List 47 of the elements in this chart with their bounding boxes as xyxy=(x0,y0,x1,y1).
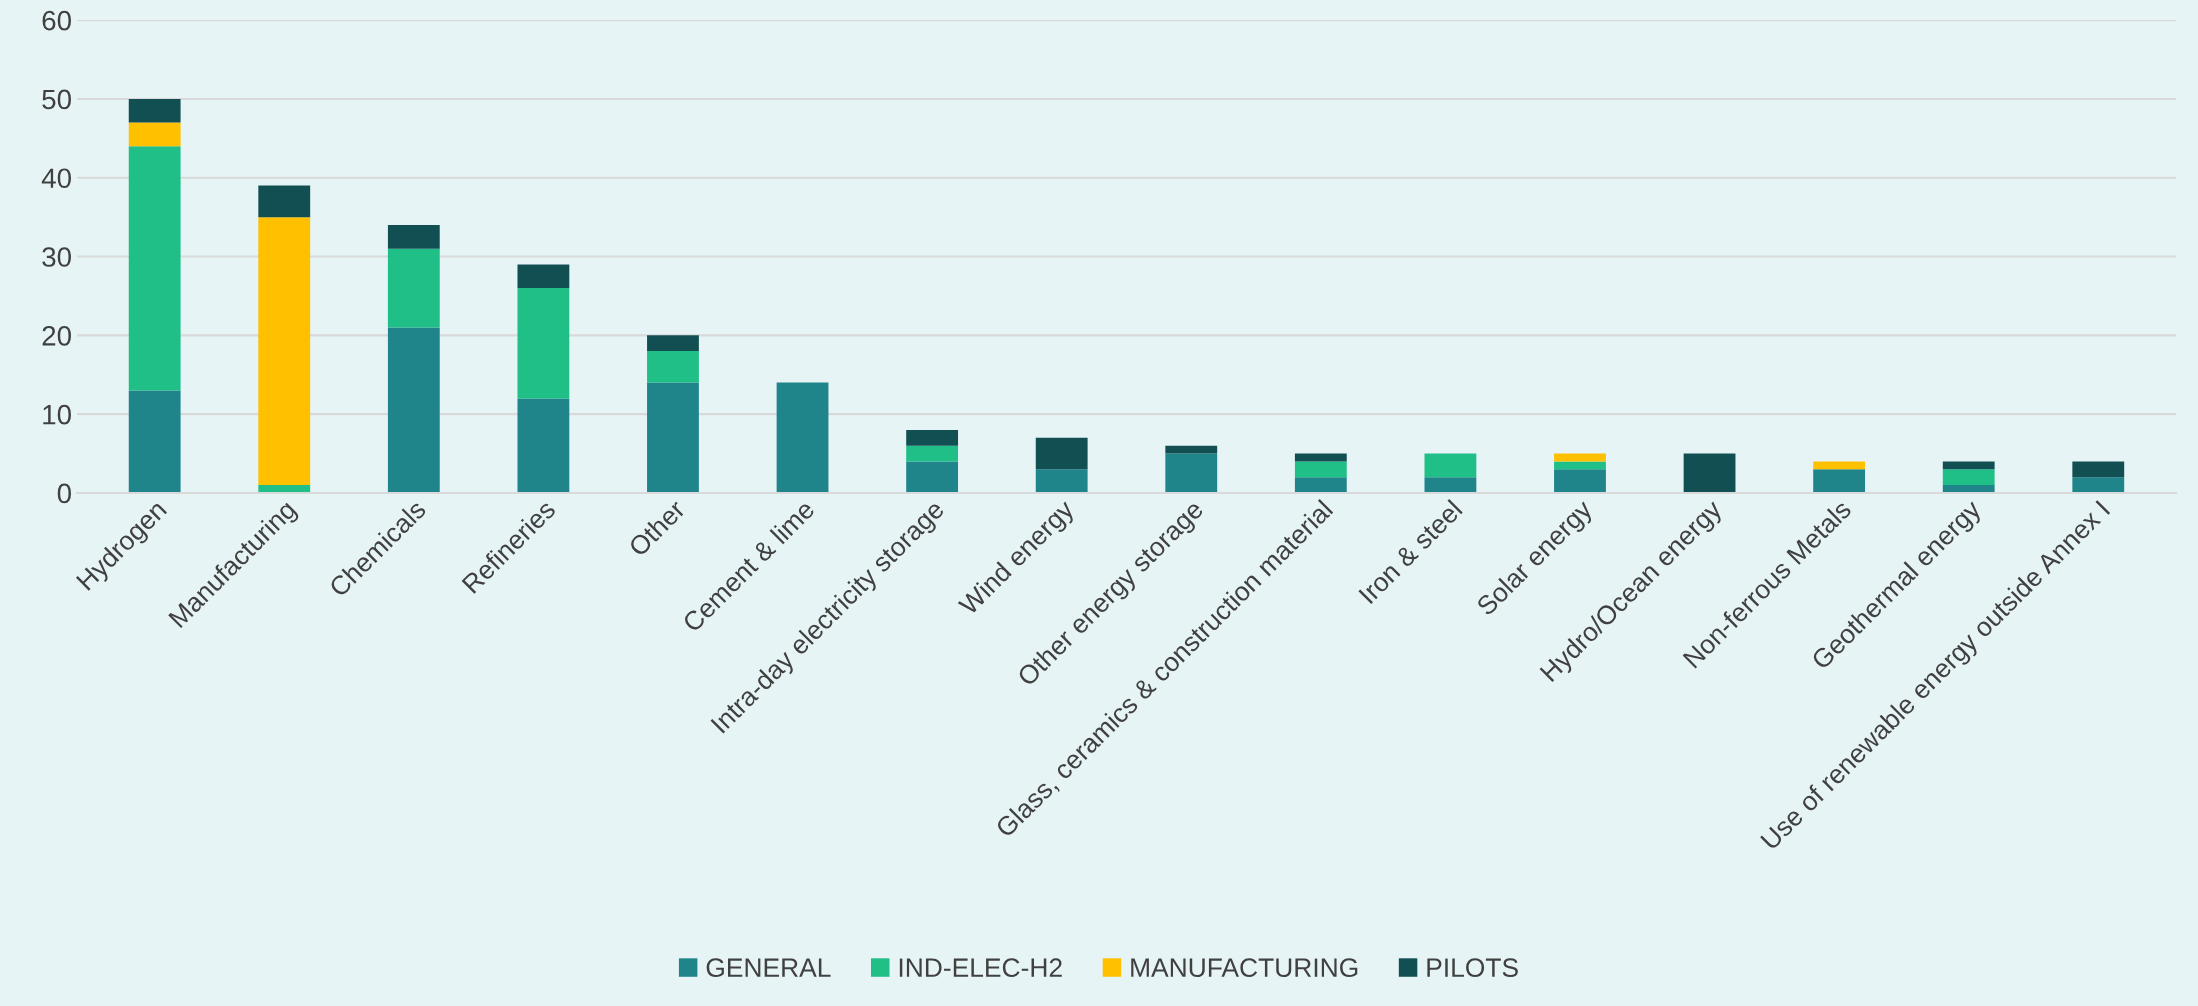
y-tick-label: 0 xyxy=(57,483,71,504)
bar xyxy=(387,248,440,328)
bar xyxy=(1165,453,1218,493)
bar xyxy=(128,146,181,391)
bar xyxy=(128,390,181,493)
bar xyxy=(1035,469,1088,493)
bar xyxy=(1813,469,1866,493)
bar xyxy=(1554,469,1606,493)
bar xyxy=(517,288,570,399)
legend-label: GENERAL xyxy=(706,958,831,978)
bar xyxy=(2072,477,2125,493)
bar xyxy=(906,461,959,493)
bar xyxy=(1942,461,1995,470)
bar xyxy=(128,122,181,147)
bar xyxy=(1035,437,1088,470)
bar xyxy=(776,382,829,493)
y-tick-label: 60 xyxy=(42,10,71,31)
bar xyxy=(387,225,440,249)
bar xyxy=(1165,445,1218,454)
bar xyxy=(647,335,699,352)
y-tick-label: 50 xyxy=(42,89,71,110)
bar xyxy=(1424,477,1477,493)
y-tick-label: 20 xyxy=(42,326,71,346)
legend-label: MANUFACTURING xyxy=(1131,958,1358,978)
bar xyxy=(1554,461,1606,470)
bar xyxy=(128,98,181,123)
bar xyxy=(1294,461,1347,478)
bar xyxy=(1942,469,1995,486)
bar xyxy=(647,351,699,383)
bar xyxy=(1294,477,1347,493)
y-tick-label: 40 xyxy=(41,168,71,189)
bar xyxy=(2072,461,2125,478)
bar xyxy=(647,382,699,493)
bar xyxy=(1683,453,1736,493)
bar xyxy=(517,398,570,493)
y-tick-label: 30 xyxy=(42,247,71,267)
bar xyxy=(258,217,311,486)
bar xyxy=(1424,453,1477,478)
legend-label: IND-ELEC-H2 xyxy=(899,958,1062,978)
bar xyxy=(387,327,440,493)
legend-label: PILOTS xyxy=(1427,958,1518,978)
bar xyxy=(906,445,959,462)
y-tick-label: 10 xyxy=(43,404,71,425)
bar xyxy=(1813,461,1866,470)
bar xyxy=(906,429,959,446)
bar xyxy=(517,264,570,289)
bar xyxy=(258,185,311,218)
